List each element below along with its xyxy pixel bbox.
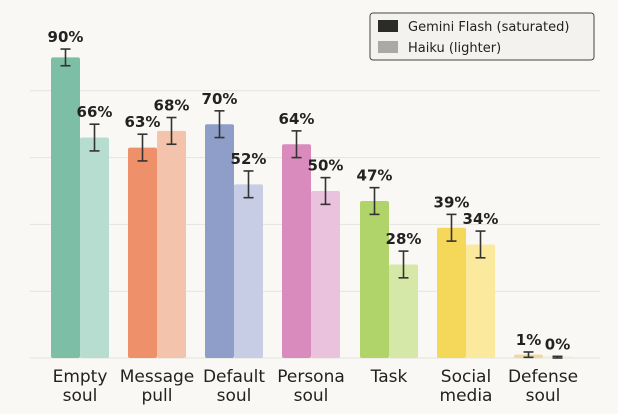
category-label: soul	[294, 386, 329, 406]
error-bar	[60, 48, 71, 67]
value-label: 64%	[279, 110, 315, 128]
error-bar	[552, 355, 563, 359]
value-label: 50%	[308, 157, 344, 175]
value-label: 34%	[463, 210, 499, 228]
error-bar	[320, 176, 331, 206]
category-label: Persona	[277, 367, 345, 387]
error-bars	[60, 48, 563, 359]
bar-gemini	[437, 227, 466, 358]
legend-label-gemini: Gemini Flash (saturated)	[408, 20, 569, 35]
value-label: 28%	[386, 230, 422, 248]
category-label: Defense	[508, 367, 578, 387]
error-bar	[446, 213, 457, 242]
bars	[51, 57, 572, 359]
value-label: 39%	[434, 193, 470, 211]
category-label: Default	[203, 367, 265, 387]
category-label: soul	[63, 386, 98, 406]
value-label: 0%	[545, 335, 570, 353]
value-label: 90%	[48, 28, 84, 46]
error-bar	[214, 110, 225, 139]
value-labels: 90% 66% 63%68% 70% 52% 64% 50% 47% 28% 39%34% 1% 0%	[48, 28, 571, 353]
error-bar	[369, 186, 380, 216]
category-label: soul	[217, 386, 252, 406]
bar-gemini	[360, 201, 389, 358]
bar-gemini	[51, 57, 80, 359]
category-label: Task	[370, 367, 408, 387]
category-label: Social	[441, 367, 491, 387]
error-bar	[291, 130, 302, 159]
bar-haiku	[80, 137, 109, 358]
legend-swatch-haiku	[378, 41, 398, 53]
bar-gemini	[205, 124, 234, 358]
category-label: media	[440, 386, 493, 406]
error-bar	[89, 123, 100, 152]
value-label: 52%	[231, 150, 267, 168]
value-label: 66%	[77, 103, 113, 121]
bar-haiku	[234, 184, 263, 358]
bar-haiku	[157, 130, 186, 358]
category-label: soul	[526, 386, 561, 406]
category-labels: EmptysoulMessagepullDefaultsoulPersonaso…	[53, 367, 578, 406]
value-label: 68%	[154, 97, 190, 115]
legend-label-haiku: Haiku (lighter)	[408, 41, 501, 56]
value-label: 47%	[357, 167, 393, 185]
error-bar	[166, 116, 177, 146]
category-label: pull	[141, 386, 172, 406]
category-label: Empty	[53, 367, 108, 387]
error-bar	[475, 230, 486, 259]
bar-haiku	[389, 264, 418, 358]
error-bar	[137, 133, 148, 162]
legend: Gemini Flash (saturated) Haiku (lighter)	[369, 12, 595, 61]
legend-box	[369, 12, 595, 61]
category-label: Message	[120, 367, 195, 387]
bar-gemini	[282, 144, 311, 358]
bar-gemini	[128, 147, 157, 358]
value-label: 63%	[125, 113, 161, 131]
error-bar	[398, 250, 409, 279]
legend-swatch-gemini	[378, 20, 398, 32]
bar-haiku	[311, 191, 340, 358]
bar-haiku	[466, 244, 495, 358]
value-label: 1%	[516, 331, 541, 349]
error-bar	[523, 351, 534, 359]
error-bar	[243, 170, 254, 199]
value-label: 70%	[202, 90, 238, 108]
